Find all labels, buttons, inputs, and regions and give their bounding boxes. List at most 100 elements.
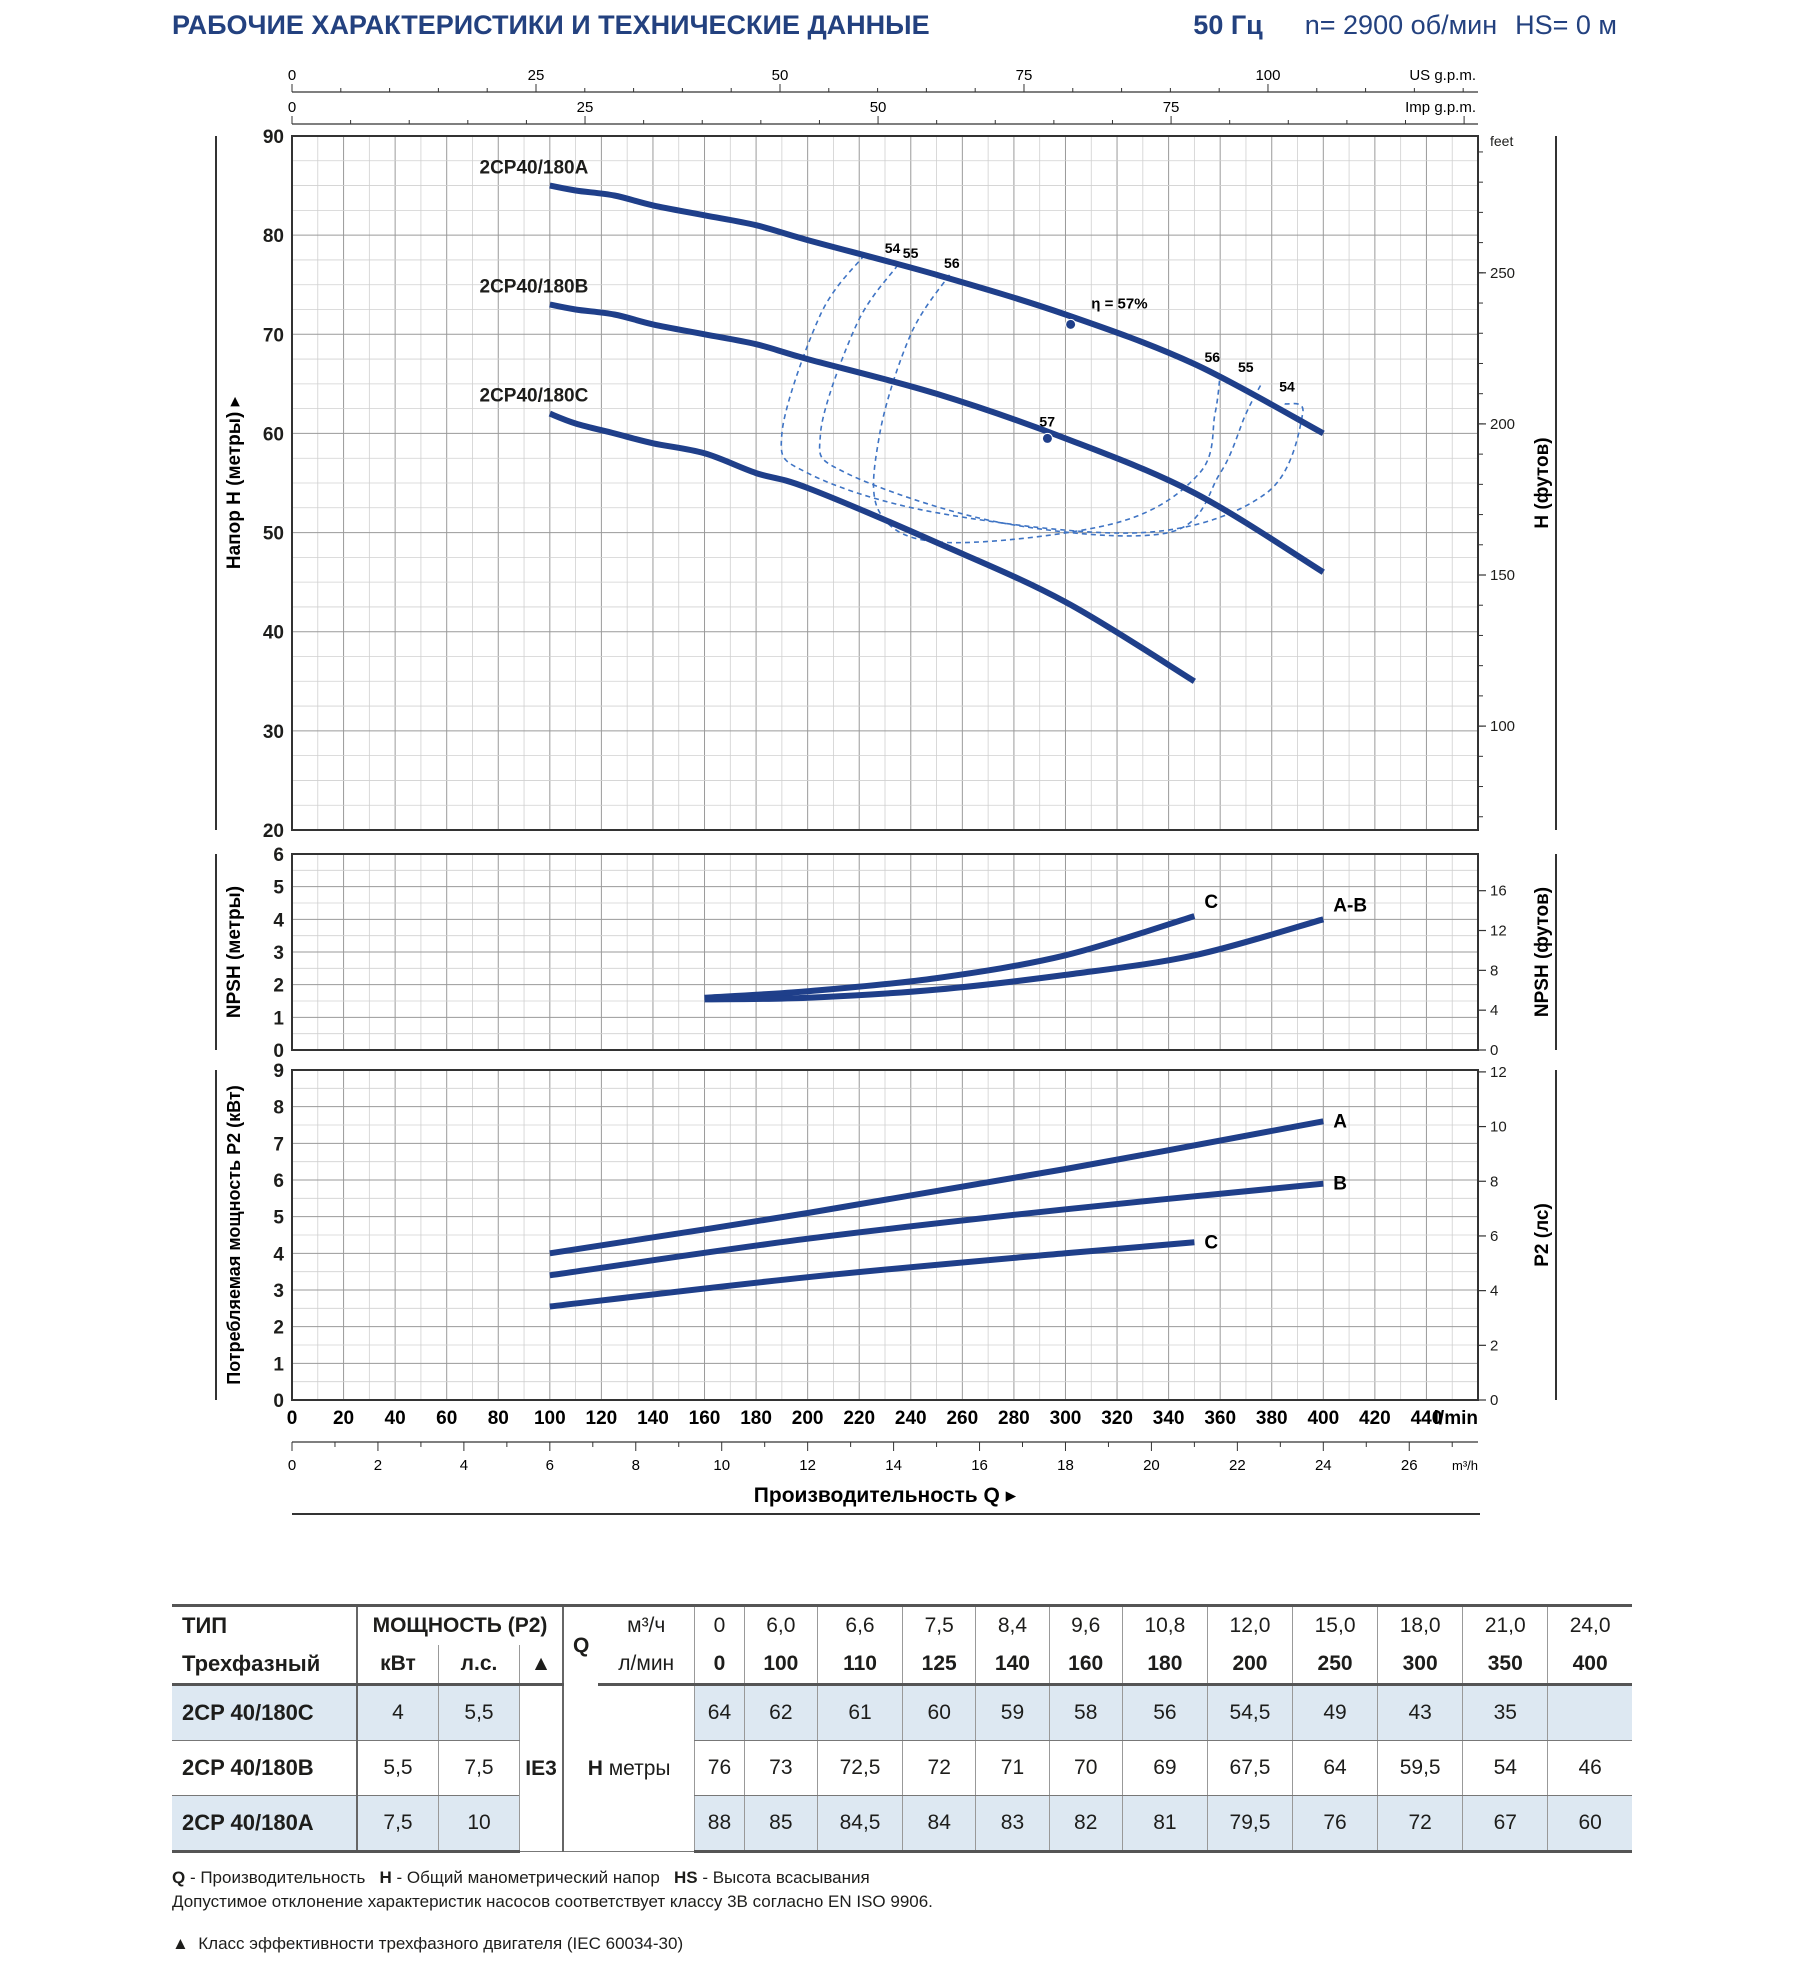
th-tri: ▲ — [519, 1645, 563, 1686]
cell-h-value: 85 — [743, 1795, 818, 1853]
npsh-rtick-label: 0 — [1490, 1042, 1498, 1059]
chart-frames — [215, 135, 1557, 1401]
x-lmin-label: 440 — [1411, 1408, 1443, 1429]
power-rtick-label: 0 — [1490, 1392, 1498, 1409]
x-lmin-label: 260 — [946, 1408, 978, 1429]
npsh-ytick-label: 1 — [273, 1008, 284, 1029]
npsh-series-label: C — [1204, 892, 1218, 913]
head-iso-series-54 — [780, 254, 1304, 534]
notes-tolerance: Допустимое отклонение характеристик насо… — [172, 1892, 933, 1911]
th-q-l: 180 — [1121, 1645, 1208, 1686]
head-ytick-label: 70 — [263, 325, 284, 346]
suction-height-label: HS= 0 м — [1515, 10, 1617, 40]
m3h-label: 10 — [713, 1457, 730, 1474]
x-lmin-label: 20 — [333, 1408, 354, 1429]
frequency-label: 50 Гц — [1193, 10, 1263, 40]
performance-chart: 2030405060708090012345601234567891001502… — [215, 67, 1557, 1515]
th-q-m3: 15,0 — [1292, 1604, 1378, 1645]
power-rtick-label: 8 — [1490, 1173, 1498, 1190]
th-unit-l: л/мин — [598, 1645, 695, 1686]
cell-h-value: 61 — [816, 1684, 903, 1741]
m3h-label: 2 — [374, 1457, 382, 1474]
table-row: 2CP 40/180C 4 5,5 IE3 H метры 64 62 61 60 59 58 56 5… — [172, 1684, 1632, 1852]
us-gpm-unit: US g.p.m. — [1409, 67, 1476, 84]
m3h-label: 22 — [1229, 1457, 1246, 1474]
power-series-c — [549, 1239, 1195, 1310]
cell-h-value: 76 — [1292, 1795, 1378, 1853]
head-ytick-label: 50 — [263, 524, 284, 545]
power-ytick-label: 9 — [273, 1061, 284, 1082]
table-row: 2CP 40/180A 7,5 10 88 85 84,5 84 83 82 81 79,5 76 72… — [172, 1795, 1632, 1853]
th-q-l: 200 — [1206, 1645, 1293, 1686]
th-q-l: 0 — [694, 1645, 745, 1686]
x-lmin-label: 160 — [689, 1408, 721, 1429]
head-series-label: 2CP40/180B — [480, 277, 589, 298]
x-lmin-label: 300 — [1050, 1408, 1082, 1429]
m3h-label: 8 — [632, 1457, 640, 1474]
power-ytick-label: 4 — [273, 1244, 284, 1265]
th-q-m3: 6,0 — [743, 1604, 818, 1645]
x-lmin-unit: l/min — [1434, 1408, 1478, 1429]
th-type: ТИП — [172, 1604, 357, 1645]
cell-h-value: 46 — [1547, 1740, 1632, 1796]
power-y-label: Потребляемая мощность P2 (кВт) — [224, 1085, 244, 1384]
cell-h-value: 60 — [902, 1684, 976, 1741]
head-frame — [291, 135, 1479, 831]
x-lmin-label: 40 — [385, 1408, 406, 1429]
m3h-label: 16 — [971, 1457, 988, 1474]
m3h-label: 6 — [546, 1457, 554, 1474]
cell-h-value: 35 — [1462, 1684, 1548, 1741]
th-q-m3: 21,0 — [1462, 1604, 1548, 1645]
efficiency-57-point — [1041, 432, 1053, 444]
cell-h-value: 84,5 — [816, 1795, 903, 1853]
head-series-2cp40180a — [549, 182, 1325, 437]
th-q-m3: 7,5 — [902, 1604, 976, 1645]
th-unit-m3: м³/ч — [598, 1604, 695, 1645]
power-rtick-label: 12 — [1490, 1064, 1507, 1081]
cell-type: 2CP 40/180B — [172, 1740, 357, 1796]
imp-gpm-label: 25 — [577, 99, 594, 116]
cell-h-value: 58 — [1048, 1684, 1123, 1741]
x-lmin-label: 80 — [488, 1408, 509, 1429]
x-lmin-label: 360 — [1204, 1408, 1236, 1429]
efficiency-point-label: 54 — [885, 240, 901, 256]
cell-h-value: 88 — [694, 1795, 745, 1853]
us-gpm-label: 0 — [288, 67, 296, 84]
head-right-unit: feet — [1490, 133, 1513, 149]
cell-type: 2CP 40/180A — [172, 1795, 357, 1853]
us-gpm-label: 75 — [1016, 67, 1033, 84]
x-lmin-label: 380 — [1256, 1408, 1288, 1429]
th-q-m3: 6,6 — [816, 1604, 903, 1645]
cell-h-value — [1547, 1684, 1632, 1741]
x-lmin-label: 0 — [287, 1408, 298, 1429]
th-q-l: 140 — [975, 1645, 1050, 1686]
cell-h-value: 76 — [694, 1740, 745, 1796]
chart-series — [548, 182, 1325, 1310]
head-series-2cp40180c — [548, 410, 1196, 684]
cell-h-value: 79,5 — [1206, 1795, 1293, 1853]
m3h-label: 0 — [288, 1457, 296, 1474]
npsh-y-label-right: NPSH (футов) — [1532, 887, 1553, 1017]
cell-h-value: 72,5 — [816, 1740, 903, 1796]
cell-h-value: 64 — [1292, 1740, 1378, 1796]
power-rtick-label: 2 — [1490, 1337, 1498, 1354]
cell-h-value: 59,5 — [1377, 1740, 1463, 1796]
npsh-rtick-label: 16 — [1490, 883, 1507, 900]
m3h-label: 14 — [885, 1457, 902, 1474]
imp-gpm-label: 75 — [1163, 99, 1180, 116]
us-gpm-label: 100 — [1255, 67, 1280, 84]
npsh-ytick-label: 0 — [273, 1041, 284, 1062]
th-phase: Трехфазный — [172, 1645, 357, 1686]
th-q-m3: 12,0 — [1206, 1604, 1293, 1645]
th-q-l: 110 — [816, 1645, 903, 1686]
m3h-label: 20 — [1143, 1457, 1160, 1474]
head-ytick-label: 30 — [263, 722, 284, 743]
th-q-m3: 0 — [694, 1604, 745, 1645]
cell-h-value: 72 — [902, 1740, 976, 1796]
efficiency-point-label: 54 — [1279, 379, 1295, 395]
head-rtick-label: 200 — [1490, 416, 1515, 433]
efficiency-point-label: 55 — [903, 245, 919, 261]
cell-h-value: 43 — [1377, 1684, 1463, 1741]
cell-h-value: 81 — [1121, 1795, 1208, 1853]
th-q-l: 300 — [1377, 1645, 1463, 1686]
